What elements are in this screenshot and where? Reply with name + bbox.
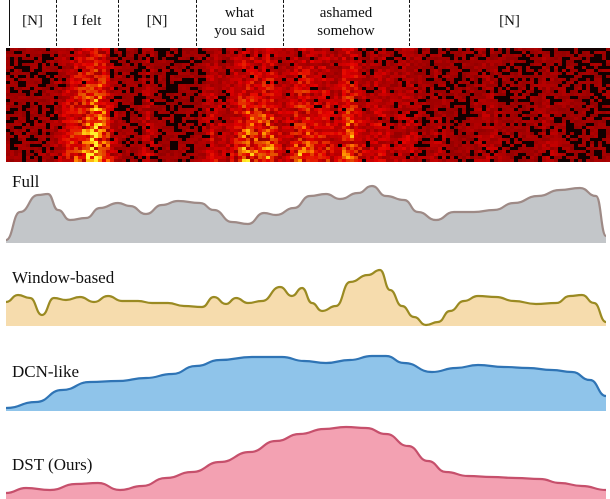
attention-area-full xyxy=(6,186,606,243)
attention-line-dst-ours xyxy=(5,425,607,495)
segment-label: [N] xyxy=(22,13,43,29)
attention-line-window-based xyxy=(5,268,607,327)
segment-label: [N] xyxy=(146,13,168,29)
attention-area-dst-ours xyxy=(6,427,606,499)
segment-label: [N] xyxy=(499,13,520,29)
track-label-window-based: Window-based xyxy=(12,268,115,287)
segment-divider xyxy=(409,0,410,46)
attention-line-dcn-like xyxy=(5,354,607,410)
attention-line-full xyxy=(5,184,608,242)
spectrogram-cells xyxy=(6,48,610,162)
segment-label: ashamed somehow xyxy=(317,5,375,39)
spectrogram xyxy=(6,48,610,162)
track-label-dst-ours: DST (Ours) xyxy=(12,455,93,474)
segment-divider xyxy=(9,0,10,46)
track-label-full: Full xyxy=(12,172,40,191)
track-label-dcn-like: DCN-like xyxy=(12,362,80,381)
segment-divider xyxy=(196,0,197,46)
attention-area-window-based xyxy=(6,270,606,326)
segment-divider xyxy=(283,0,284,46)
attention-area-dcn-like xyxy=(6,356,606,411)
segment-divider xyxy=(56,0,57,46)
segment-label: what you said xyxy=(214,5,265,39)
segment-divider xyxy=(118,0,119,46)
segment-label: I felt xyxy=(72,13,102,29)
